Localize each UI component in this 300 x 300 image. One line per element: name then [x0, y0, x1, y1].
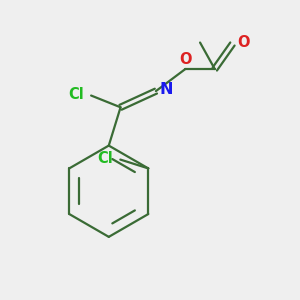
Text: Cl: Cl: [97, 151, 113, 166]
Text: Cl: Cl: [68, 87, 84, 102]
Text: O: O: [179, 52, 192, 67]
Text: O: O: [237, 35, 249, 50]
Text: N: N: [159, 82, 173, 97]
